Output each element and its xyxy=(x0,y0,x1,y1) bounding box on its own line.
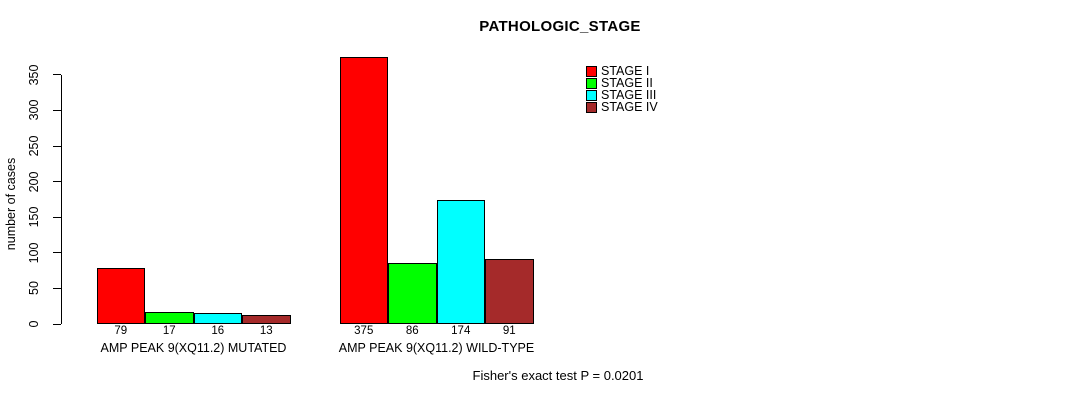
bar-value-label: 86 xyxy=(405,325,419,337)
bar-value-label: 375 xyxy=(354,325,374,337)
bar-stage-iv xyxy=(242,314,291,324)
legend-item: STAGE III xyxy=(586,89,658,101)
bar-value-label: 13 xyxy=(259,325,273,337)
y-axis-tick-label: 200 xyxy=(26,171,41,193)
y-axis-tick xyxy=(53,323,61,325)
category-label: AMP PEAK 9(XQ11.2) WILD-TYPE xyxy=(338,341,535,355)
legend-label: STAGE I xyxy=(601,63,650,78)
legend-item: STAGE II xyxy=(586,77,658,89)
bar-stage-iii xyxy=(436,200,485,324)
y-axis-tick-label: 100 xyxy=(26,242,41,264)
legend-label: STAGE II xyxy=(601,76,653,91)
bar-stage-i xyxy=(96,267,145,324)
bar-stage-ii xyxy=(145,311,194,324)
y-axis-tick xyxy=(53,181,61,183)
bar-stage-i xyxy=(339,57,388,324)
y-axis-tick xyxy=(53,109,61,111)
y-axis-tick-label: 0 xyxy=(26,320,41,328)
y-axis-tick-label: 50 xyxy=(26,281,41,296)
bar-value-label: 16 xyxy=(211,325,225,337)
bar-value-label: 174 xyxy=(451,325,471,337)
bar-value-label: 79 xyxy=(114,325,128,337)
y-axis-tick-label: 350 xyxy=(26,64,41,86)
legend-swatch xyxy=(586,65,597,77)
legend-label: STAGE IV xyxy=(601,100,658,115)
y-axis-tick xyxy=(53,287,61,289)
bar-stage-iv xyxy=(485,259,534,324)
y-axis-tick xyxy=(53,145,61,147)
bar-stage-iii xyxy=(193,312,242,324)
bar-value-label: 17 xyxy=(162,325,176,337)
legend-label: STAGE III xyxy=(601,88,657,103)
legend-swatch xyxy=(586,77,597,89)
y-axis-tick-label: 250 xyxy=(26,135,41,157)
chart-title: PATHOLOGIC_STAGE xyxy=(479,18,641,35)
bar-value-label: 91 xyxy=(502,325,516,337)
legend-swatch xyxy=(586,102,597,114)
legend-item: STAGE IV xyxy=(586,100,658,115)
category-label: AMP PEAK 9(XQ11.2) MUTATED xyxy=(100,341,287,355)
y-axis-tick-label: 300 xyxy=(26,99,41,121)
y-axis-tick xyxy=(53,252,61,254)
y-axis-tick xyxy=(53,74,61,76)
y-axis-tick-label: 150 xyxy=(26,206,41,228)
legend: STAGE I STAGE II STAGE III STAGE IV xyxy=(586,65,658,114)
y-axis-tick xyxy=(53,216,61,218)
annotation-text: Fisher's exact test P = 0.0201 xyxy=(472,368,644,383)
bar-stage-ii xyxy=(388,262,437,324)
y-axis-line xyxy=(61,74,62,324)
legend-swatch xyxy=(586,89,597,101)
legend-item: STAGE I xyxy=(586,65,658,77)
